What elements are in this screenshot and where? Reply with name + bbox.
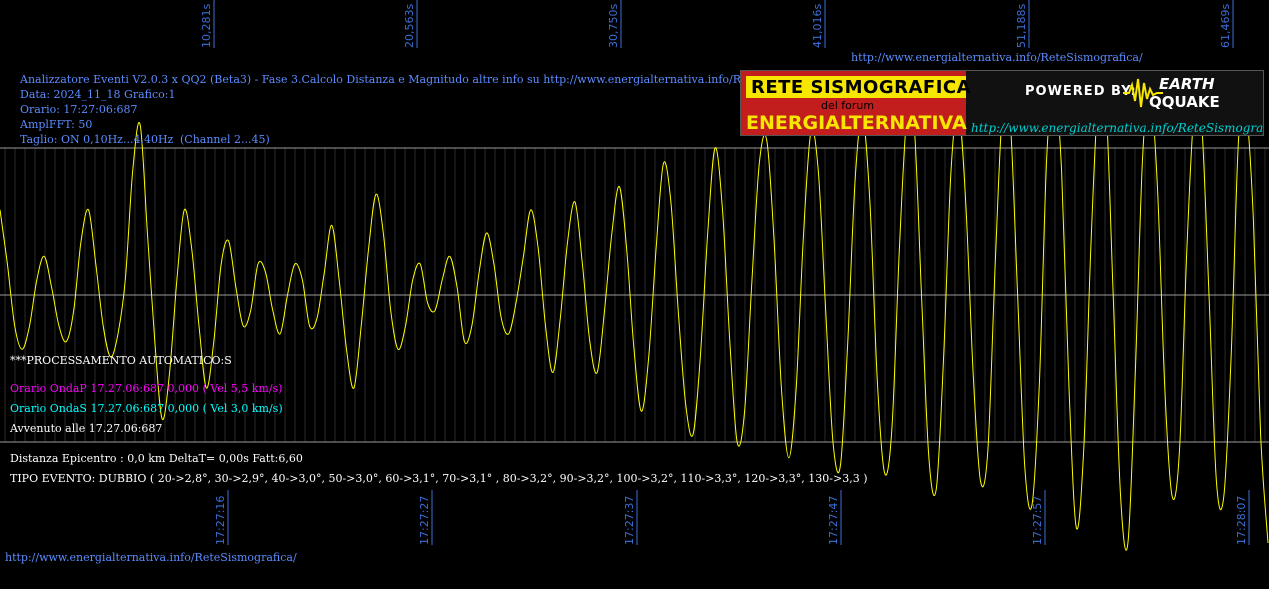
signal-trace	[0, 75, 1269, 551]
header-taglio: Taglio: ON 0,10Hz...4,40Hz	[20, 133, 174, 146]
epicenter-distance: Distanza Epicentro : 0,0 km DeltaT= 0,00…	[10, 452, 303, 465]
time-tick-label: 17:27:37	[623, 495, 636, 545]
logo-line2: del forum	[821, 99, 875, 112]
time-tick-label: 17:27:47	[827, 495, 840, 545]
onda-p-time: Orario OndaP 17.27.06:687 0,000 ( Vel 5,…	[10, 382, 283, 395]
header-ampl: AmplFFT: 50	[20, 118, 93, 131]
event-type: TIPO EVENTO: DUBBIO ( 20->2,8°, 30->2,9°…	[10, 472, 868, 485]
header-channel: (Channel 2...45)	[180, 133, 270, 146]
seconds-tick-label: 61,469s	[1219, 3, 1232, 48]
time-tick-label: 17:27:57	[1031, 495, 1044, 545]
top-url-link[interactable]: http://www.energialternativa.info/ReteSi…	[851, 51, 1143, 64]
seconds-tick-label: 41,016s	[811, 3, 824, 48]
time-tick-label: 17:27:16	[214, 495, 227, 545]
seconds-tick-label: 30,750s	[607, 3, 620, 48]
logo-yellow-band	[746, 76, 966, 98]
axis-ticks	[213, 0, 1250, 545]
bottom-url-link[interactable]: http://www.energialternativa.info/ReteSi…	[5, 551, 297, 564]
header-title: Analizzatore Eventi V2.0.3 x QQ2 (Beta3)…	[20, 73, 786, 86]
logo-line1: RETE SISMOGRAFICA	[751, 77, 972, 98]
logo-qquake: QQUAKE	[1149, 93, 1220, 111]
seconds-tick-label: 10,281s	[200, 3, 213, 48]
header-time: Orario: 17:27:06:687	[20, 103, 138, 116]
logo-line3: ENERGIALTERNATIVA	[746, 112, 967, 134]
logo-powered-by: POWERED BY:	[1025, 84, 1137, 99]
seconds-tick-label: 51,188s	[1015, 3, 1028, 48]
time-tick-label: 17:28:07	[1235, 495, 1248, 545]
logo-url-link[interactable]: http://www.energialternativa.info/ReteSi…	[971, 121, 1264, 135]
header-date: Data: 2024_11_18 Grafico:1	[20, 88, 176, 101]
rete-sismografica-logo: RETE SISMOGRAFICA del forum ENERGIALTERN…	[740, 70, 1264, 136]
avvenuto-time: Avvenuto alle 17.27.06:687	[10, 422, 163, 435]
processing-heading: ***PROCESSAMENTO AUTOMATICO:S	[10, 354, 232, 367]
logo-earth: EARTH	[1159, 75, 1215, 93]
onda-s-time: Orario OndaS 17.27.06:687 0,000 ( Vel 3,…	[10, 402, 283, 415]
time-tick-label: 17:27:27	[418, 495, 431, 545]
seconds-tick-label: 20,563s	[403, 3, 416, 48]
horizontal-lines	[0, 147, 1269, 443]
seismic-wave-icon	[1123, 78, 1163, 108]
